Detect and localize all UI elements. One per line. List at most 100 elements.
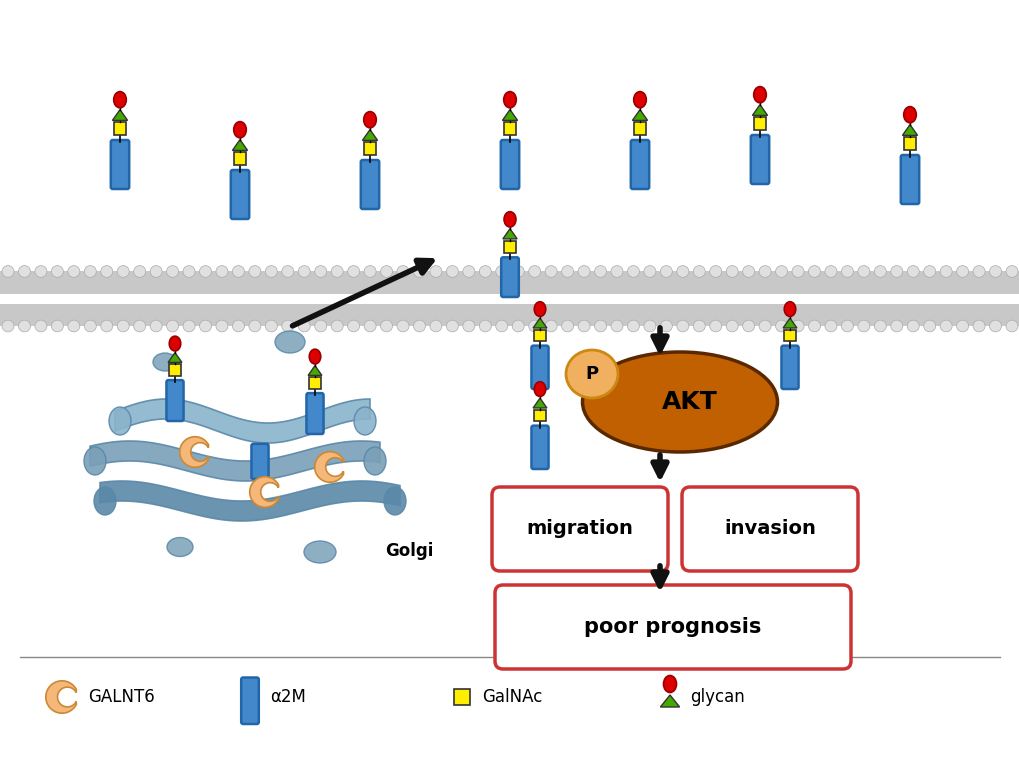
Ellipse shape — [463, 266, 475, 277]
FancyBboxPatch shape — [0, 304, 1019, 326]
Polygon shape — [533, 398, 546, 408]
Ellipse shape — [446, 266, 458, 277]
Ellipse shape — [304, 541, 335, 563]
FancyBboxPatch shape — [633, 122, 646, 135]
Ellipse shape — [364, 320, 376, 332]
Ellipse shape — [1005, 266, 1017, 277]
FancyBboxPatch shape — [531, 346, 548, 389]
Ellipse shape — [693, 266, 704, 277]
Ellipse shape — [923, 266, 934, 277]
Ellipse shape — [281, 266, 293, 277]
Ellipse shape — [430, 320, 441, 332]
Ellipse shape — [380, 320, 392, 332]
Ellipse shape — [232, 320, 245, 332]
Ellipse shape — [972, 266, 984, 277]
Ellipse shape — [792, 266, 803, 277]
Ellipse shape — [495, 320, 507, 332]
Ellipse shape — [659, 320, 672, 332]
Ellipse shape — [940, 320, 951, 332]
Ellipse shape — [709, 320, 721, 332]
Ellipse shape — [693, 320, 704, 332]
Ellipse shape — [808, 320, 819, 332]
FancyBboxPatch shape — [531, 425, 548, 469]
FancyBboxPatch shape — [306, 393, 323, 434]
Ellipse shape — [594, 320, 606, 332]
FancyBboxPatch shape — [361, 160, 379, 209]
Ellipse shape — [662, 675, 676, 693]
Ellipse shape — [503, 212, 516, 227]
Polygon shape — [502, 229, 517, 239]
Polygon shape — [112, 110, 127, 120]
Ellipse shape — [94, 487, 116, 515]
Polygon shape — [533, 318, 546, 328]
FancyBboxPatch shape — [494, 585, 850, 669]
Ellipse shape — [249, 266, 261, 277]
Ellipse shape — [643, 320, 655, 332]
FancyBboxPatch shape — [503, 241, 516, 253]
FancyBboxPatch shape — [113, 122, 126, 135]
FancyBboxPatch shape — [230, 170, 249, 219]
Ellipse shape — [331, 320, 342, 332]
Text: poor prognosis: poor prognosis — [584, 617, 761, 637]
Polygon shape — [502, 110, 517, 120]
Ellipse shape — [51, 266, 63, 277]
Ellipse shape — [753, 86, 765, 103]
Ellipse shape — [18, 320, 31, 332]
Polygon shape — [308, 366, 322, 375]
Ellipse shape — [534, 382, 545, 397]
Ellipse shape — [364, 447, 385, 475]
Ellipse shape — [396, 266, 409, 277]
FancyBboxPatch shape — [233, 152, 246, 165]
FancyBboxPatch shape — [240, 678, 259, 724]
Ellipse shape — [2, 266, 14, 277]
Ellipse shape — [610, 266, 623, 277]
FancyBboxPatch shape — [682, 487, 857, 571]
Ellipse shape — [113, 92, 126, 107]
Ellipse shape — [923, 320, 934, 332]
FancyBboxPatch shape — [630, 140, 648, 189]
Polygon shape — [46, 681, 76, 713]
Ellipse shape — [956, 266, 968, 277]
Polygon shape — [783, 318, 796, 328]
Ellipse shape — [331, 266, 342, 277]
FancyBboxPatch shape — [534, 410, 545, 421]
Ellipse shape — [446, 320, 458, 332]
Ellipse shape — [774, 266, 787, 277]
Ellipse shape — [857, 266, 869, 277]
Ellipse shape — [544, 320, 556, 332]
Ellipse shape — [117, 266, 129, 277]
FancyBboxPatch shape — [166, 380, 183, 421]
Ellipse shape — [233, 122, 246, 138]
FancyBboxPatch shape — [309, 377, 320, 388]
Ellipse shape — [758, 320, 770, 332]
Ellipse shape — [528, 320, 540, 332]
Ellipse shape — [2, 320, 14, 332]
Ellipse shape — [166, 266, 178, 277]
Ellipse shape — [232, 266, 245, 277]
Ellipse shape — [857, 320, 869, 332]
Ellipse shape — [298, 266, 310, 277]
Ellipse shape — [841, 320, 853, 332]
Ellipse shape — [774, 320, 787, 332]
Ellipse shape — [512, 266, 524, 277]
Ellipse shape — [167, 537, 193, 556]
FancyBboxPatch shape — [534, 329, 545, 341]
Ellipse shape — [117, 320, 129, 332]
Ellipse shape — [742, 266, 754, 277]
Ellipse shape — [627, 320, 639, 332]
Polygon shape — [250, 477, 278, 507]
Ellipse shape — [726, 266, 738, 277]
Ellipse shape — [216, 320, 227, 332]
Ellipse shape — [659, 266, 672, 277]
Ellipse shape — [808, 266, 819, 277]
Polygon shape — [100, 481, 399, 521]
Ellipse shape — [503, 92, 516, 107]
Ellipse shape — [84, 447, 106, 475]
Ellipse shape — [495, 266, 507, 277]
Ellipse shape — [566, 350, 618, 398]
Polygon shape — [752, 104, 767, 115]
Ellipse shape — [784, 302, 795, 316]
Ellipse shape — [972, 320, 984, 332]
Ellipse shape — [643, 266, 655, 277]
Ellipse shape — [347, 266, 360, 277]
